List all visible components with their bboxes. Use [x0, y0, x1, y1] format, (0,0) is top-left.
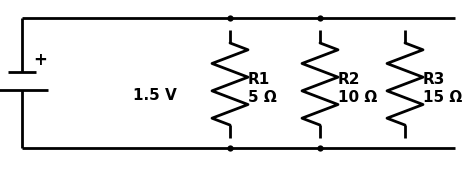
Text: R2: R2 — [338, 73, 361, 88]
Text: +: + — [33, 51, 47, 69]
Text: R3: R3 — [423, 73, 446, 88]
Text: 5 Ω: 5 Ω — [248, 90, 277, 106]
Text: 10 Ω: 10 Ω — [338, 90, 377, 106]
Text: 15 Ω: 15 Ω — [423, 90, 462, 106]
Text: 1.5 V: 1.5 V — [133, 88, 177, 102]
Text: R1: R1 — [248, 73, 270, 88]
